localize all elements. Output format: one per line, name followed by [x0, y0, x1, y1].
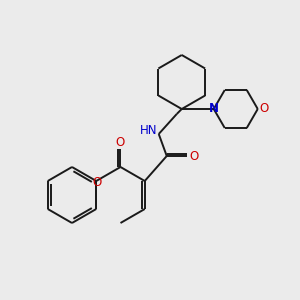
- Text: HN: HN: [140, 124, 158, 137]
- Text: N: N: [209, 101, 219, 115]
- Text: O: O: [116, 136, 125, 148]
- Text: O: O: [93, 176, 102, 188]
- Text: O: O: [259, 103, 268, 116]
- Text: O: O: [189, 149, 198, 163]
